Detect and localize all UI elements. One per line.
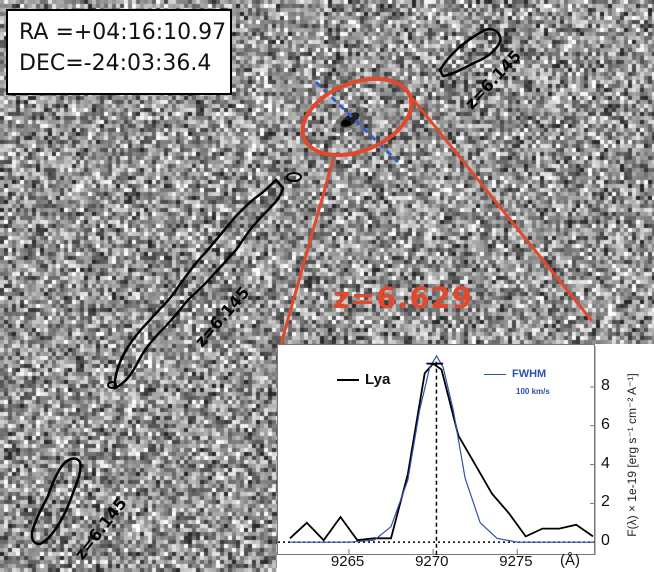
contour-bottom-left: [30, 457, 82, 546]
series-lya-line: [289, 362, 594, 542]
contour-small-blob-2: [107, 381, 117, 389]
slit-line: [314, 80, 400, 164]
coordinate-box: RA =+04:16:10.97 DEC=-24:03:36.4: [6, 9, 232, 95]
legend-lya: Lya: [337, 371, 390, 388]
y-tick-label: 6: [601, 415, 610, 433]
ra-text: RA =+04:16:10.97: [19, 20, 227, 45]
redshift-highlight-label: z=6.629: [333, 281, 473, 315]
contour-small-blob: [286, 172, 302, 182]
y-tick-label: 0: [601, 532, 610, 550]
legend-lya-text: Lya: [365, 371, 391, 388]
zoom-line-left: [279, 159, 335, 345]
legend-fwhm-text: FWHM: [512, 368, 547, 380]
y-tick-label: 2: [601, 493, 610, 511]
contour-top-right: [438, 27, 502, 78]
zoom-line-right: [410, 97, 594, 322]
y-tick-label: 4: [601, 454, 610, 472]
x-tick-label: 9275: [499, 553, 533, 570]
x-tick-label: 9265: [330, 553, 365, 570]
x-unit-label: (Å): [560, 552, 580, 569]
target-circle: [300, 76, 414, 158]
dec-text: DEC=-24:03:36.4: [19, 51, 212, 76]
legend-fwhm-value: 100 km/s: [516, 387, 550, 396]
x-tick-label: 9270: [415, 553, 449, 570]
target-galaxy: [332, 106, 368, 134]
legend-fwhm: FWHM: [484, 368, 552, 380]
legend-fwhm-swatch: [484, 373, 506, 375]
inset-axis-strip: [277, 555, 654, 572]
legend-lya-swatch: [337, 379, 359, 382]
series-fwhm-line: [290, 354, 593, 543]
spectrum-y-axis-label: F(λ) × 1e-19 [erg s⁻¹ cm⁻² A⁻¹]: [625, 373, 639, 537]
inset-right-panel: [595, 344, 654, 572]
y-tick-label: 8: [601, 376, 610, 394]
contour-middle: [113, 178, 285, 390]
